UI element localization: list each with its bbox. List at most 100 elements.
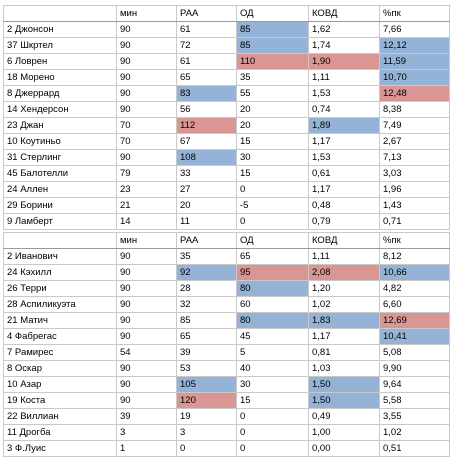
- pk-cell: 12,69: [379, 312, 450, 329]
- minutes-cell: 70: [116, 133, 177, 150]
- raa-cell: 0: [176, 440, 237, 457]
- pk-cell: 7,13: [379, 149, 450, 166]
- player-name-cell: 23 Джан: [3, 117, 117, 134]
- player-name-cell: 2 Джонсон: [3, 21, 117, 38]
- kovd-cell: 1,83: [308, 312, 380, 329]
- raa-cell: 53: [176, 360, 237, 377]
- raa-cell: 112: [176, 117, 237, 134]
- pk-cell: 3,55: [379, 408, 450, 425]
- table-row: 29 Борини 21 20 -5 0,48 1,43: [3, 197, 450, 214]
- minutes-cell: 14: [116, 213, 177, 230]
- minutes-cell: 90: [116, 392, 177, 409]
- raa-cell: 39: [176, 344, 237, 361]
- minutes-cell: 90: [116, 328, 177, 345]
- table-row: 19 Коста 90 120 15 1,50 5,58: [3, 392, 450, 409]
- table-row: 8 Оскар 90 53 40 1,03 9,90: [3, 360, 450, 377]
- table-row: 7 Рамирес 54 39 5 0,81 5,08: [3, 344, 450, 361]
- minutes-cell: 1: [116, 440, 177, 457]
- pk-cell: 9,64: [379, 376, 450, 393]
- player-name-cell: 24 Кэхилл: [3, 264, 117, 281]
- od-cell: 65: [236, 248, 309, 265]
- od-cell: 35: [236, 69, 309, 86]
- od-cell: 5: [236, 344, 309, 361]
- kovd-cell: 1,62: [308, 21, 380, 38]
- table-row: 8 Джеррард 90 83 55 1,53 12,48: [3, 85, 450, 102]
- column-header: КОВД: [308, 232, 380, 249]
- table-row: 10 Азар 90 105 30 1,50 9,64: [3, 376, 450, 393]
- od-cell: 30: [236, 376, 309, 393]
- kovd-cell: 0,49: [308, 408, 380, 425]
- table-row: 6 Ловрен 90 61 110 1,90 11,59: [3, 53, 450, 70]
- pk-cell: 12,48: [379, 85, 450, 102]
- column-header: РАА: [176, 232, 237, 249]
- minutes-cell: 90: [116, 248, 177, 265]
- player-name-cell: 24 Аллен: [3, 181, 117, 198]
- table-row: 24 Кэхилл 90 92 95 2,08 10,66: [3, 264, 450, 281]
- minutes-cell: 90: [116, 37, 177, 54]
- minutes-cell: 79: [116, 165, 177, 182]
- minutes-cell: 54: [116, 344, 177, 361]
- column-header: мин: [116, 232, 177, 249]
- raa-cell: 120: [176, 392, 237, 409]
- player-name-cell: 10 Коутиньо: [3, 133, 117, 150]
- od-cell: 85: [236, 21, 309, 38]
- od-cell: 0: [236, 213, 309, 230]
- player-name-cell: 26 Терри: [3, 280, 117, 297]
- table-row: 37 Шкртел 90 72 85 1,74 12,12: [3, 37, 450, 54]
- raa-cell: 19: [176, 408, 237, 425]
- kovd-cell: 1,53: [308, 149, 380, 166]
- kovd-cell: 1,00: [308, 424, 380, 441]
- od-cell: 40: [236, 360, 309, 377]
- raa-cell: 61: [176, 21, 237, 38]
- pk-cell: 4,82: [379, 280, 450, 297]
- raa-cell: 3: [176, 424, 237, 441]
- player-name-cell: 6 Ловрен: [3, 53, 117, 70]
- minutes-cell: 90: [116, 360, 177, 377]
- od-cell: 15: [236, 165, 309, 182]
- minutes-cell: 90: [116, 101, 177, 118]
- player-name-cell: 9 Ламберт: [3, 213, 117, 230]
- table-row: 24 Аллен 23 27 0 1,17 1,96: [3, 181, 450, 198]
- player-name-cell: 8 Оскар: [3, 360, 117, 377]
- raa-cell: 35: [176, 248, 237, 265]
- table-row: 22 Виллиан 39 19 0 0,49 3,55: [3, 408, 450, 425]
- pk-cell: 1,96: [379, 181, 450, 198]
- od-cell: 110: [236, 53, 309, 70]
- minutes-cell: 23: [116, 181, 177, 198]
- table-row: 3 Ф.Луис 1 0 0 0,00 0,51: [3, 440, 450, 457]
- player-name-cell: 11 Дрогба: [3, 424, 117, 441]
- kovd-cell: 1,50: [308, 376, 380, 393]
- od-cell: 15: [236, 133, 309, 150]
- raa-cell: 33: [176, 165, 237, 182]
- player-name-cell: 19 Коста: [3, 392, 117, 409]
- pk-cell: 8,38: [379, 101, 450, 118]
- table-row: 2 Иванович 90 35 65 1,11 8,12: [3, 248, 450, 265]
- kovd-cell: 1,11: [308, 248, 380, 265]
- minutes-cell: 90: [116, 21, 177, 38]
- raa-cell: 20: [176, 197, 237, 214]
- od-cell: 0: [236, 440, 309, 457]
- pk-cell: 5,08: [379, 344, 450, 361]
- od-cell: 0: [236, 181, 309, 198]
- raa-cell: 61: [176, 53, 237, 70]
- pk-cell: 11,59: [379, 53, 450, 70]
- raa-cell: 92: [176, 264, 237, 281]
- table-row: 4 Фабрегас 90 65 45 1,17 10,41: [3, 328, 450, 345]
- column-header: КОВД: [308, 5, 380, 22]
- pk-cell: 6,60: [379, 296, 450, 313]
- table-row: 14 Хендерсон 90 56 20 0,74 8,38: [3, 101, 450, 118]
- player-name-cell: 4 Фабрегас: [3, 328, 117, 345]
- player-name-cell: 14 Хендерсон: [3, 101, 117, 118]
- raa-cell: 27: [176, 181, 237, 198]
- column-header: [3, 5, 117, 22]
- od-cell: 0: [236, 408, 309, 425]
- kovd-cell: 1,90: [308, 53, 380, 70]
- minutes-cell: 90: [116, 149, 177, 166]
- kovd-cell: 0,81: [308, 344, 380, 361]
- minutes-cell: 90: [116, 376, 177, 393]
- player-name-cell: 29 Борини: [3, 197, 117, 214]
- kovd-cell: 0,79: [308, 213, 380, 230]
- table-row: 2 Джонсон 90 61 85 1,62 7,66: [3, 21, 450, 38]
- raa-cell: 65: [176, 328, 237, 345]
- od-cell: 80: [236, 280, 309, 297]
